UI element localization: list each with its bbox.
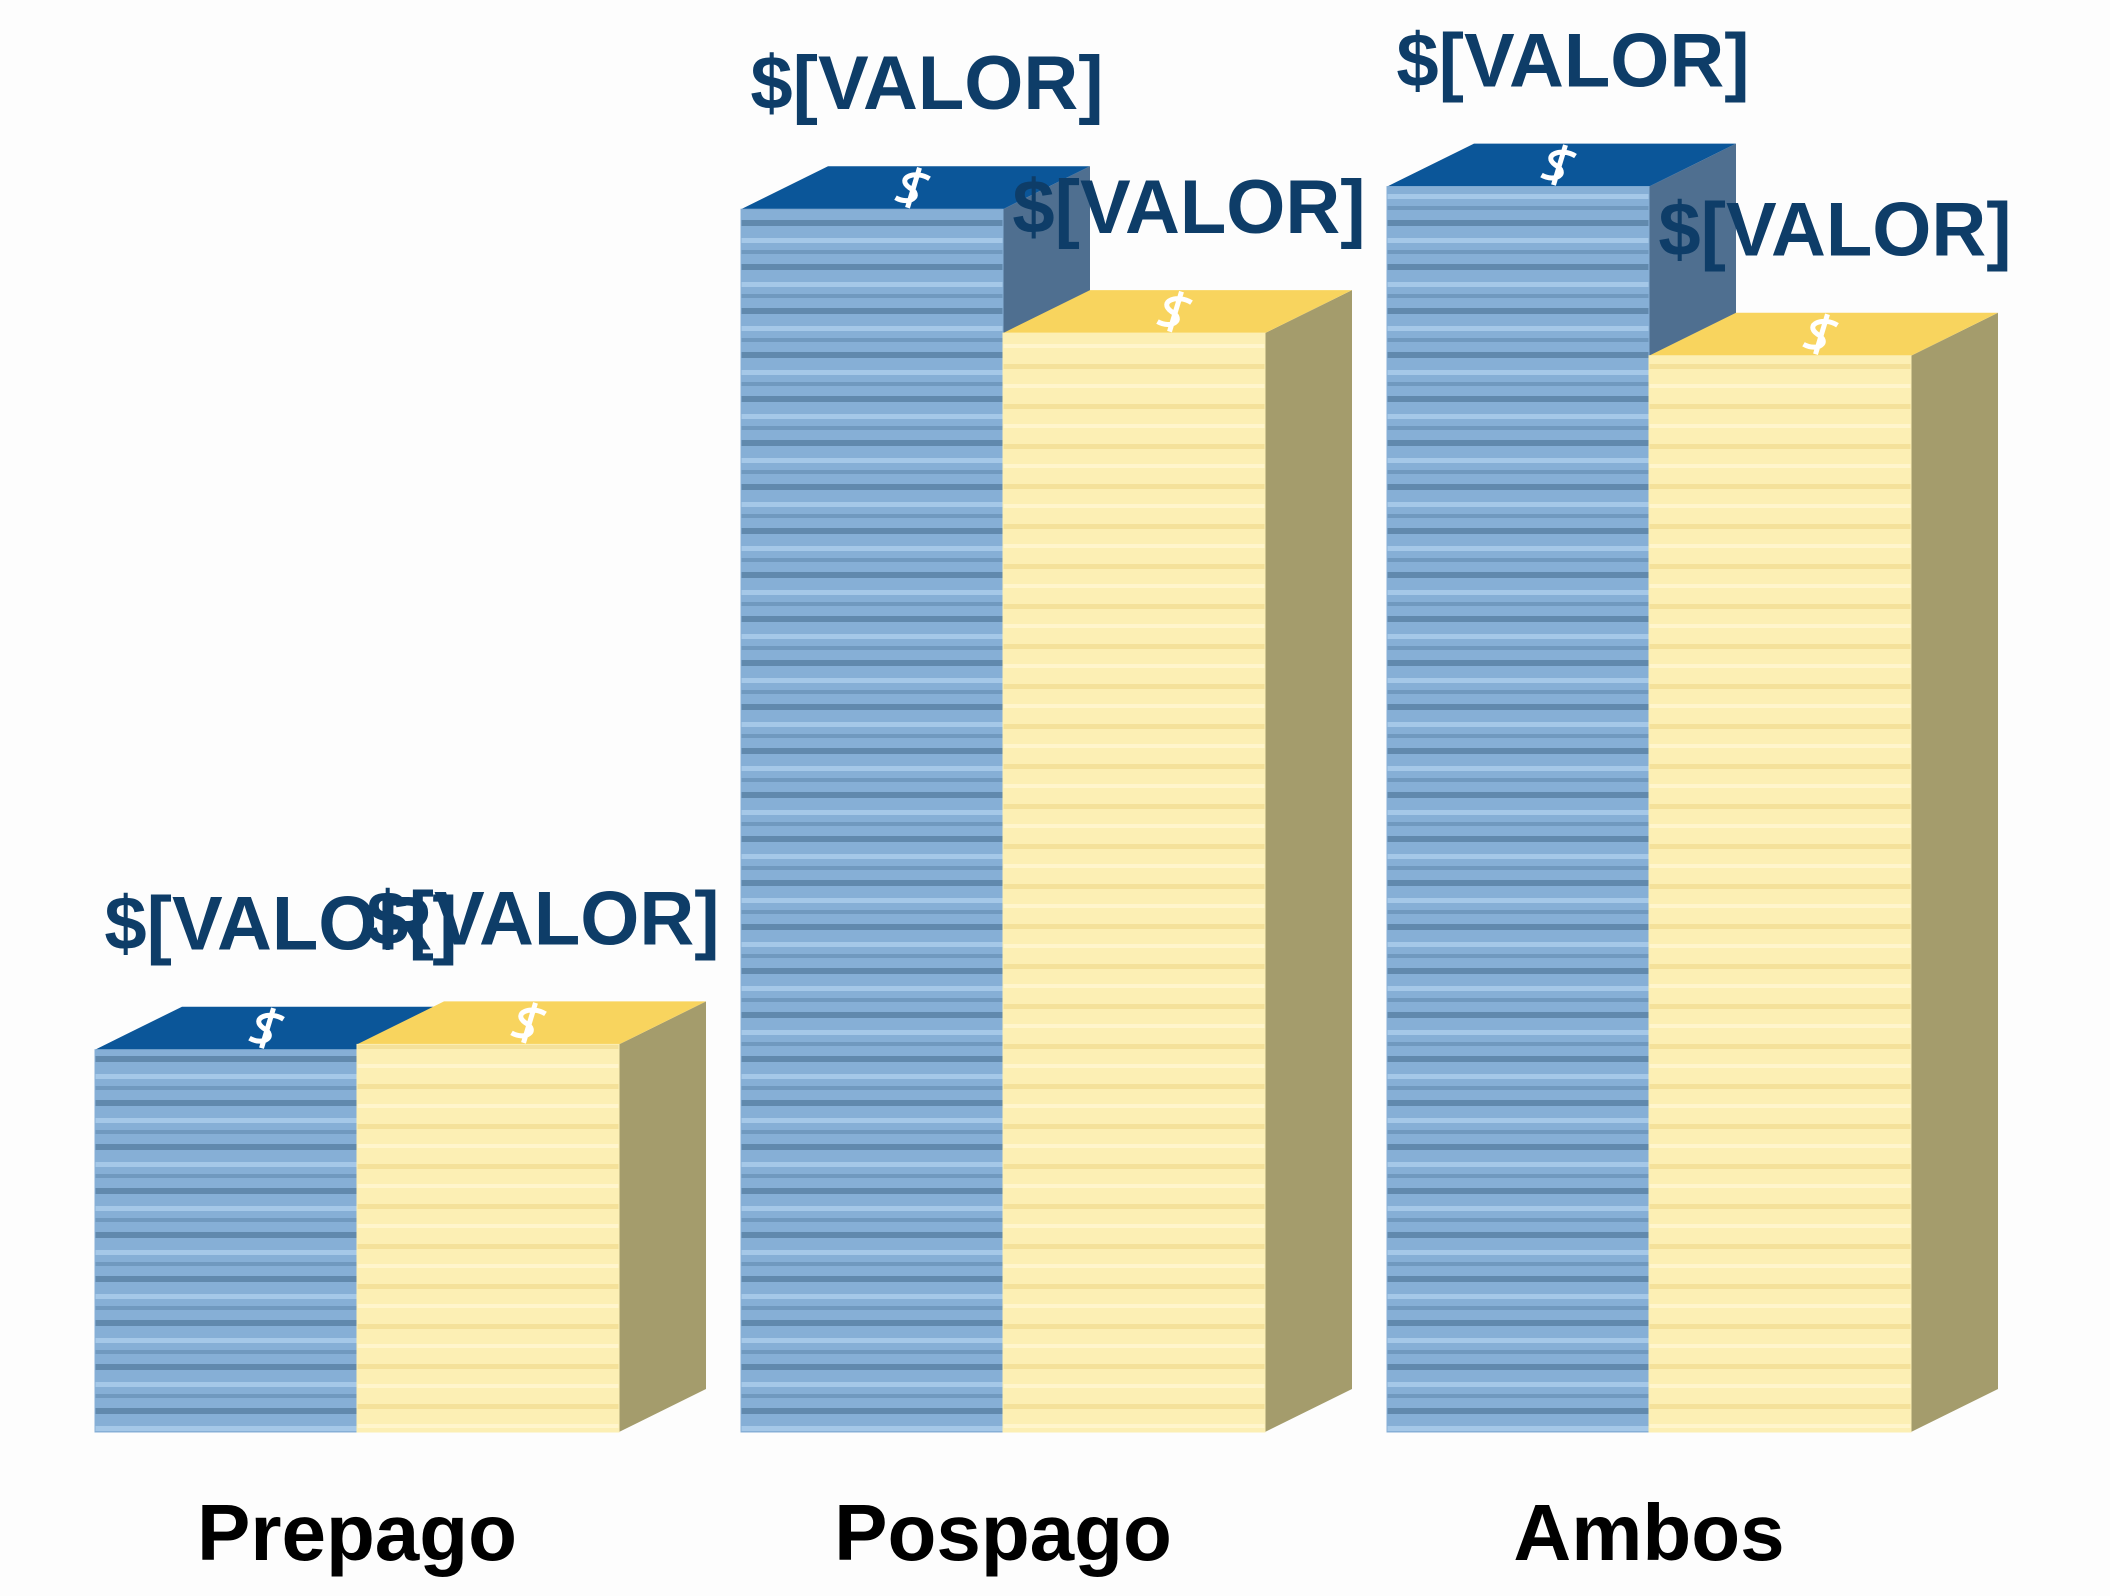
x-tick-label: Ambos <box>1513 1488 1784 1577</box>
x-tick-label: Pospago <box>834 1488 1172 1577</box>
chart: $[VALOR] $[VALOR] Prepago $[VALOR] $[VALOR] P… <box>0 0 2110 1596</box>
value-label: $[VALOR] <box>366 876 719 961</box>
value-label: $[VALOR] <box>1658 188 2011 273</box>
bar <box>1387 187 1649 1432</box>
bar-side <box>619 1001 706 1432</box>
bar <box>1003 333 1265 1432</box>
value-label: $[VALOR] <box>1012 165 1365 250</box>
bar-side <box>1911 313 1998 1432</box>
bar <box>1649 356 1911 1432</box>
value-label: $[VALOR] <box>750 41 1103 126</box>
bar <box>357 1044 619 1432</box>
page: {"chart_data": {"type": "bar3d", "catego… <box>0 0 2110 1596</box>
bar-3d <box>1649 313 1998 1432</box>
bar-side <box>1265 290 1352 1432</box>
x-tick-label: Prepago <box>197 1488 517 1577</box>
bar <box>95 1050 357 1432</box>
bar <box>741 209 1003 1432</box>
bar-3d <box>357 1001 706 1432</box>
bar-3d <box>1003 290 1352 1432</box>
value-label: $[VALOR] <box>1396 19 1749 104</box>
